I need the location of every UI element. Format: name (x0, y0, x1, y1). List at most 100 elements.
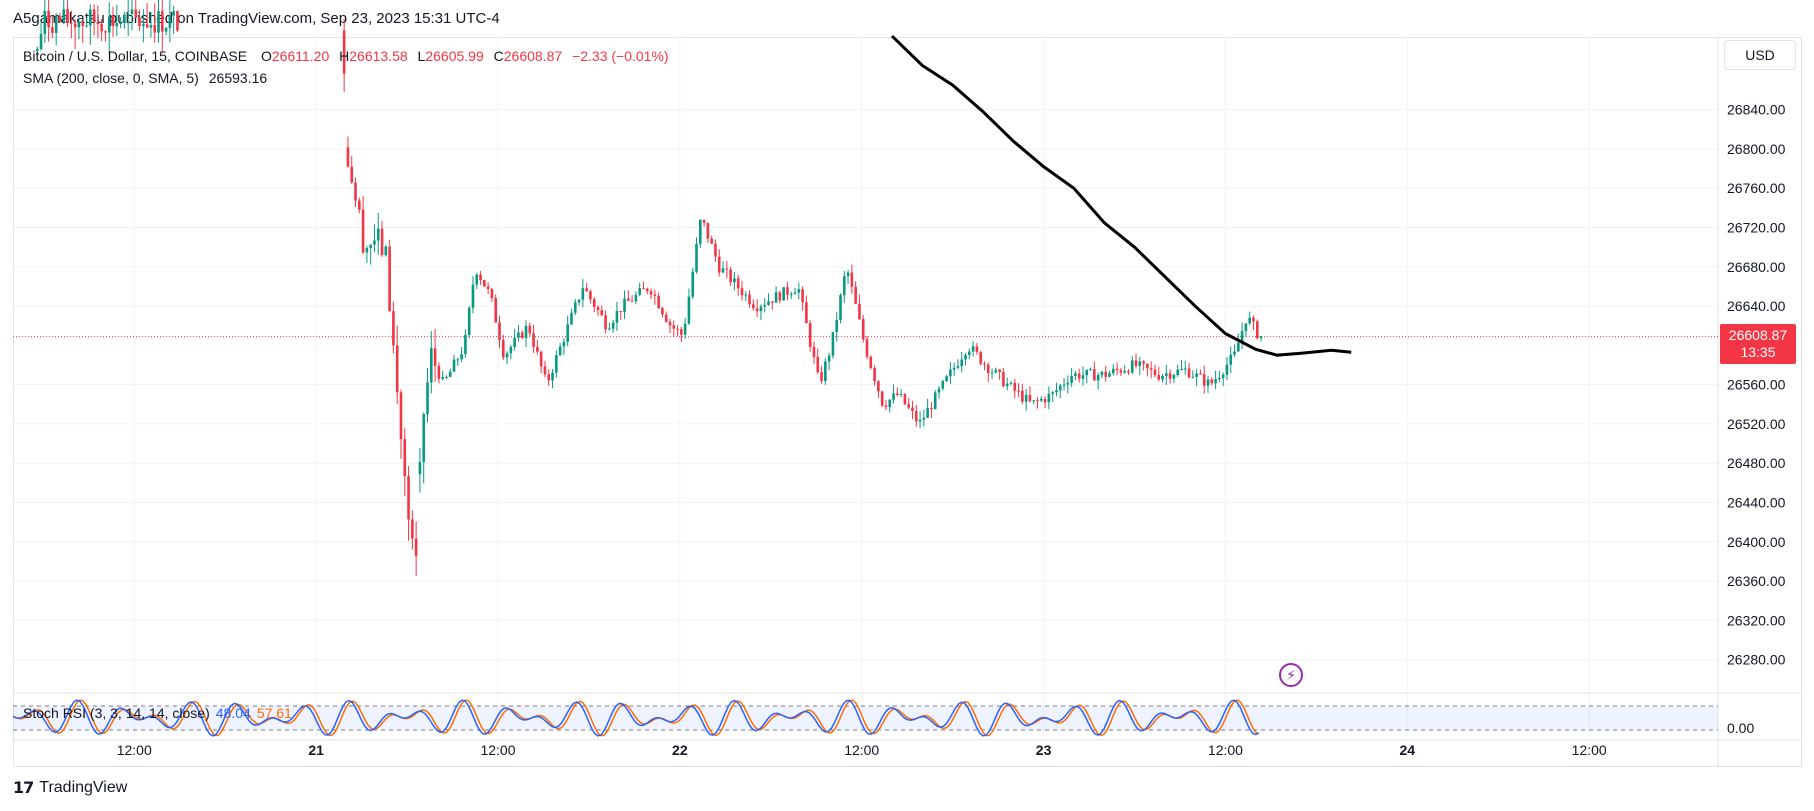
candle-body (767, 301, 770, 305)
candle (714, 239, 717, 262)
candle (1233, 344, 1236, 357)
candle-body (88, 9, 92, 26)
candle-body (888, 399, 892, 408)
y-tick-label: 26520.00 (1727, 416, 1786, 432)
candle-body (566, 324, 569, 342)
candle (479, 270, 482, 285)
candle (964, 352, 967, 366)
candle (1130, 356, 1134, 375)
candle (721, 261, 725, 274)
candle-body (111, 16, 115, 27)
candle-body (1255, 321, 1259, 339)
candle (676, 325, 679, 337)
candle (695, 237, 698, 274)
candle-body (1142, 361, 1145, 364)
currency-button[interactable]: USD (1724, 40, 1796, 70)
candle (642, 281, 645, 290)
candle-body (130, 9, 134, 14)
candle-body (346, 147, 350, 167)
candle-body (441, 377, 444, 379)
bar-countdown: 13:35 (1740, 344, 1776, 360)
candle (755, 299, 759, 318)
candle (589, 289, 592, 304)
candle-body (517, 332, 520, 338)
candle (1176, 364, 1180, 377)
candle-body (926, 407, 929, 418)
candle-body (1111, 368, 1115, 374)
candle-body (1172, 375, 1176, 379)
candle-body (941, 380, 945, 389)
candle-body (1130, 360, 1134, 373)
candle (986, 362, 990, 382)
candle (1051, 390, 1054, 402)
candle (107, 2, 111, 54)
candle-body (1176, 369, 1180, 376)
candle-body (399, 392, 403, 440)
candle-body (376, 228, 380, 241)
candle-body (846, 272, 850, 277)
sma-label[interactable]: SMA (200, close, 0, SMA, 5) (23, 70, 199, 86)
candle (691, 267, 695, 299)
candle (1202, 365, 1206, 394)
stoch-rsi-label[interactable]: Stoch RSI (3, 3, 14, 14, close) (23, 705, 210, 721)
candle-body (721, 268, 725, 273)
candle (490, 288, 494, 302)
candle-body (861, 319, 865, 340)
candle (392, 301, 395, 354)
candle (1191, 370, 1195, 379)
candle-body (725, 268, 729, 270)
sma-line (890, 34, 1352, 357)
candle-body (1168, 373, 1172, 379)
lightning-icon[interactable]: ⚡ (1279, 663, 1303, 687)
candle-body (358, 200, 361, 210)
candle-body (426, 382, 429, 415)
candle-body (501, 339, 505, 358)
candle-body (1077, 373, 1081, 379)
x-tick-label: 21 (308, 742, 324, 758)
x-tick-label: 23 (1036, 742, 1052, 758)
candle-body (119, 22, 122, 24)
candle (407, 466, 410, 541)
candle (1187, 362, 1191, 379)
candle (782, 287, 785, 301)
candle (1093, 361, 1096, 381)
candle (630, 295, 634, 302)
candle (903, 393, 907, 406)
candle-body (558, 346, 562, 356)
candle-body (1119, 370, 1123, 373)
candle (1195, 368, 1198, 386)
y-tick-label: 26360.00 (1727, 573, 1786, 589)
legend-open-label: O (260, 48, 272, 64)
candle (445, 375, 448, 379)
candle (789, 291, 793, 300)
candle-body (793, 292, 797, 295)
candle-body (1183, 368, 1187, 370)
candle-body (471, 284, 475, 308)
candle-body (39, 33, 43, 50)
candle (1119, 367, 1123, 377)
candle (627, 289, 630, 302)
candle-body (1115, 368, 1119, 371)
stoch-rsi-legend: Stoch RSI (3, 3, 14, 14, close) 48.04 57.6… (23, 705, 292, 721)
candle-body (645, 288, 649, 292)
candle (680, 326, 683, 343)
tradingview-logo[interactable]: 𝟭𝟳 TradingView (13, 778, 127, 798)
candle-body (126, 13, 130, 15)
candle (441, 370, 444, 381)
candle (884, 400, 888, 411)
x-tick-label: 12:00 (480, 742, 515, 758)
candle-body (627, 298, 630, 301)
legend-symbol[interactable]: Bitcoin / U.S. Dollar, 15, COINBASE (23, 48, 248, 64)
candle-body (865, 339, 869, 357)
candle (645, 287, 649, 295)
x-tick-label: 12:00 (844, 742, 879, 758)
candle-body (1229, 354, 1233, 365)
candle-body (642, 288, 645, 290)
candle-body (414, 538, 418, 556)
candle-body (770, 301, 774, 303)
candle (467, 306, 471, 339)
candle (824, 358, 827, 385)
grid (13, 37, 1802, 767)
candle (539, 350, 543, 374)
